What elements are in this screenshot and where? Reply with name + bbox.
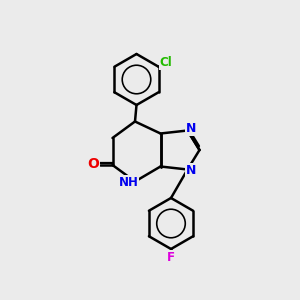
Text: O: O: [87, 157, 99, 171]
Text: NH: NH: [118, 176, 138, 189]
Text: N: N: [186, 164, 196, 177]
Text: F: F: [167, 251, 175, 264]
Text: Cl: Cl: [160, 56, 172, 69]
Text: N: N: [186, 122, 196, 135]
